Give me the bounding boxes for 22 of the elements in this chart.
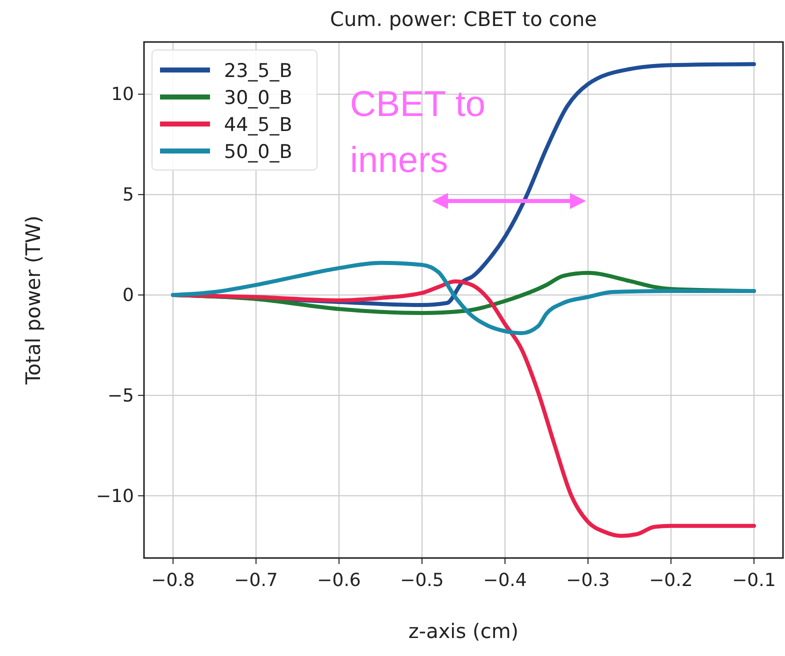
x-axis-title: z-axis (cm) bbox=[408, 619, 519, 643]
x-tick-label: −0.7 bbox=[234, 570, 278, 591]
y-tick-label: −10 bbox=[96, 486, 134, 507]
y-tick-label: 5 bbox=[122, 184, 134, 206]
chart-title: Cum. power: CBET to cone bbox=[330, 7, 597, 31]
line-series bbox=[171, 260, 756, 336]
annotation: CBET to inners bbox=[350, 83, 486, 180]
legend-label: 44_5_B bbox=[224, 114, 292, 136]
x-tick-label: −0.3 bbox=[566, 570, 610, 591]
y-tick-label: 0 bbox=[122, 284, 134, 306]
legend-label: 23_5_B bbox=[224, 60, 292, 82]
y-tick-label: −5 bbox=[107, 385, 134, 406]
x-tick-label: −0.5 bbox=[400, 570, 444, 591]
y-tick-label: 10 bbox=[111, 84, 134, 106]
x-tick-label: −0.6 bbox=[317, 570, 361, 591]
legend-label: 30_0_B bbox=[224, 87, 292, 109]
x-tick-label: −0.8 bbox=[151, 570, 195, 591]
y-axis-title: Total power (TW) bbox=[21, 216, 45, 386]
x-tick-label: −0.2 bbox=[649, 570, 693, 591]
legend-label: 50_0_B bbox=[224, 141, 292, 163]
x-tick-label: −0.4 bbox=[483, 570, 527, 591]
x-tick-label: −0.1 bbox=[732, 570, 776, 591]
